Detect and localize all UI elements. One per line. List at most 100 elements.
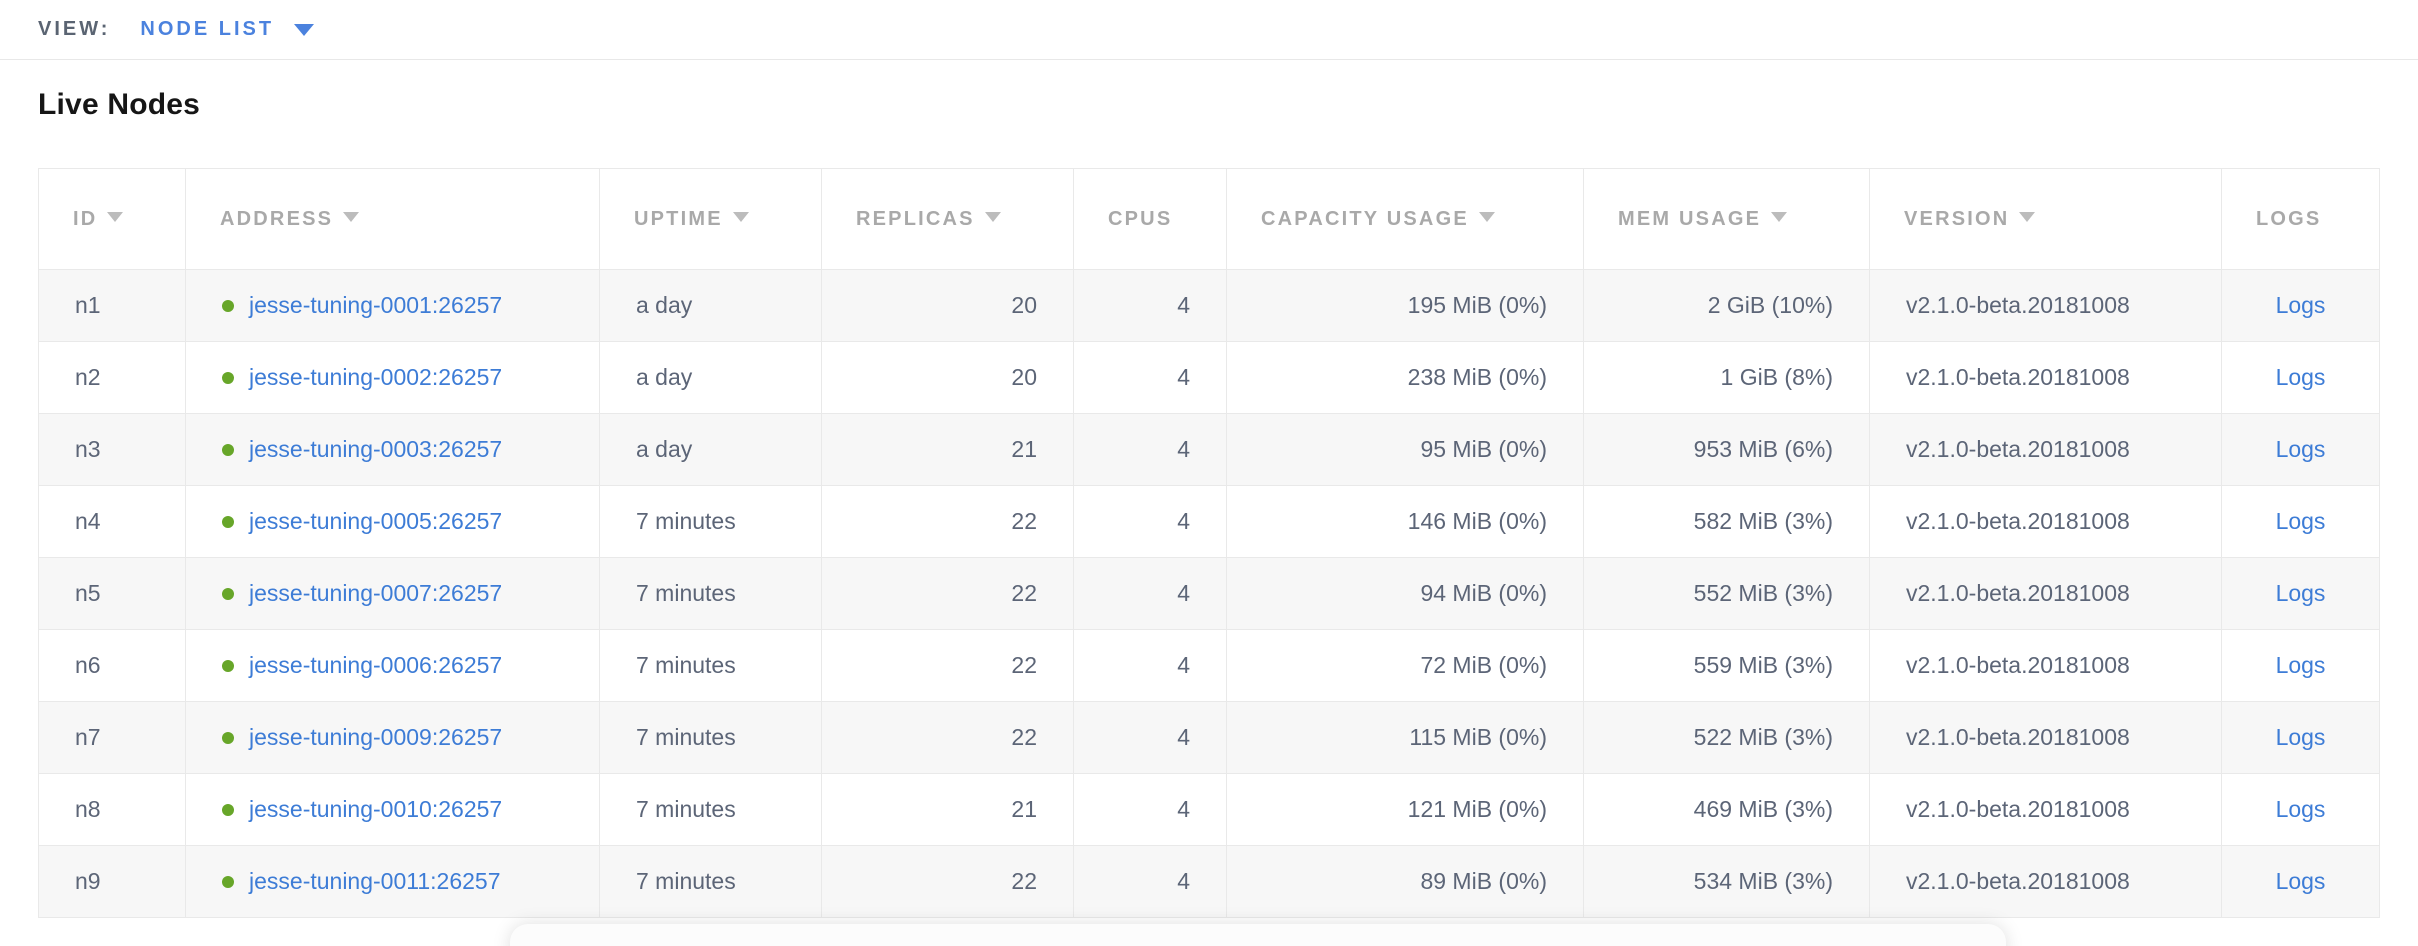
column-header-id[interactable]: ID (38, 168, 186, 270)
live-status-dot-icon (222, 371, 234, 384)
cell-replicas: 20 (821, 341, 1074, 414)
table-row: n6 jesse-tuning-0006:26257 7 minutes 22 4 72 … (38, 629, 2380, 702)
chevron-down-icon (294, 23, 315, 36)
cell-logs: Logs (2221, 701, 2380, 774)
node-address-link[interactable]: jesse-tuning-0009:26257 (249, 724, 503, 750)
cell-logs: Logs (2221, 485, 2380, 558)
sort-desc-icon (107, 212, 124, 223)
cell-version: v2.1.0-beta.20181008 (1869, 701, 2222, 774)
cell-cpus: 4 (1073, 773, 1227, 846)
cell-id: n9 (38, 845, 186, 918)
cell-mem_usage: 953 MiB (6%) (1583, 413, 1870, 486)
sort-desc-icon (2019, 212, 2036, 223)
cell-capacity_usage: 89 MiB (0%) (1226, 845, 1584, 918)
node-address-link[interactable]: jesse-tuning-0011:26257 (249, 868, 501, 894)
column-header-label: ADDRESS (220, 207, 334, 230)
live-status-dot-icon (222, 659, 234, 672)
live-nodes-table-container: ID ADDRESS UPTIME REPLICAS CPUS CAPACITY USAG… (38, 168, 2418, 918)
logs-link[interactable]: Logs (2275, 796, 2326, 822)
table-row: n1 jesse-tuning-0001:26257 a day 20 4 195 MiB… (38, 269, 2380, 342)
cell-replicas: 22 (821, 485, 1074, 558)
node-address-link[interactable]: jesse-tuning-0007:26257 (249, 580, 503, 606)
live-status-dot-icon (222, 443, 234, 456)
cell-address: jesse-tuning-0007:26257 (185, 557, 600, 630)
cell-address: jesse-tuning-0009:26257 (185, 701, 600, 774)
cell-logs: Logs (2221, 845, 2380, 918)
cell-cpus: 4 (1073, 845, 1227, 918)
cell-mem_usage: 1 GiB (8%) (1583, 341, 1870, 414)
cell-mem_usage: 582 MiB (3%) (1583, 485, 1870, 558)
logs-link[interactable]: Logs (2275, 364, 2326, 390)
column-header-label: VERSION (1904, 207, 2010, 230)
cell-uptime: 7 minutes (599, 701, 822, 774)
cell-id: n4 (38, 485, 186, 558)
table-row: n9 jesse-tuning-0011:26257 7 minutes 22 4 89 … (38, 845, 2380, 918)
column-header-version[interactable]: VERSION (1869, 168, 2222, 270)
logs-link[interactable]: Logs (2275, 292, 2326, 318)
cell-address: jesse-tuning-0005:26257 (185, 485, 600, 558)
cell-mem_usage: 2 GiB (10%) (1583, 269, 1870, 342)
cell-id: n8 (38, 773, 186, 846)
cell-replicas: 22 (821, 845, 1074, 918)
node-address-link[interactable]: jesse-tuning-0005:26257 (249, 508, 503, 534)
column-header-label: CPUS (1108, 207, 1173, 230)
node-address-link[interactable]: jesse-tuning-0002:26257 (249, 364, 503, 390)
cell-address: jesse-tuning-0002:26257 (185, 341, 600, 414)
logs-link[interactable]: Logs (2275, 436, 2326, 462)
cell-replicas: 22 (821, 557, 1074, 630)
cell-replicas: 22 (821, 701, 1074, 774)
cell-capacity_usage: 115 MiB (0%) (1226, 701, 1584, 774)
cell-cpus: 4 (1073, 629, 1227, 702)
logs-link[interactable]: Logs (2275, 508, 2326, 534)
cell-version: v2.1.0-beta.20181008 (1869, 557, 2222, 630)
node-address-link[interactable]: jesse-tuning-0001:26257 (249, 292, 503, 318)
logs-link[interactable]: Logs (2275, 652, 2326, 678)
cell-address: jesse-tuning-0006:26257 (185, 629, 600, 702)
column-header-uptime[interactable]: UPTIME (599, 168, 822, 270)
column-header-address[interactable]: ADDRESS (185, 168, 600, 270)
table-row: n5 jesse-tuning-0007:26257 7 minutes 22 4 94 … (38, 557, 2380, 630)
sort-desc-icon (732, 212, 749, 223)
view-bar: VIEW: NODE LIST (0, 0, 2418, 60)
table-row: n4 jesse-tuning-0005:26257 7 minutes 22 4 146… (38, 485, 2380, 558)
sort-desc-icon (343, 212, 360, 223)
cell-uptime: a day (599, 269, 822, 342)
cell-uptime: 7 minutes (599, 557, 822, 630)
view-dropdown[interactable]: NODE LIST (140, 18, 315, 41)
column-header-mem_usage[interactable]: MEM USAGE (1583, 168, 1870, 270)
next-section-card-edge (510, 924, 2006, 946)
cell-id: n1 (38, 269, 186, 342)
cell-capacity_usage: 238 MiB (0%) (1226, 341, 1584, 414)
node-address-link[interactable]: jesse-tuning-0010:26257 (249, 796, 503, 822)
cell-capacity_usage: 195 MiB (0%) (1226, 269, 1584, 342)
cell-mem_usage: 559 MiB (3%) (1583, 629, 1870, 702)
cell-cpus: 4 (1073, 485, 1227, 558)
cell-logs: Logs (2221, 629, 2380, 702)
table-body: n1 jesse-tuning-0001:26257 a day 20 4 195 MiB… (38, 269, 2380, 918)
column-header-capacity_usage[interactable]: CAPACITY USAGE (1226, 168, 1584, 270)
column-header-label: UPTIME (634, 207, 723, 230)
logs-link[interactable]: Logs (2275, 868, 2326, 894)
cell-mem_usage: 534 MiB (3%) (1583, 845, 1870, 918)
live-status-dot-icon (222, 587, 234, 600)
cell-mem_usage: 522 MiB (3%) (1583, 701, 1870, 774)
cell-logs: Logs (2221, 413, 2380, 486)
cell-uptime: 7 minutes (599, 485, 822, 558)
logs-link[interactable]: Logs (2275, 580, 2326, 606)
node-address-link[interactable]: jesse-tuning-0003:26257 (249, 436, 503, 462)
table-header: ID ADDRESS UPTIME REPLICAS CPUS CAPACITY USAG… (38, 168, 2380, 270)
node-address-link[interactable]: jesse-tuning-0006:26257 (249, 652, 503, 678)
live-status-dot-icon (222, 875, 234, 888)
cell-replicas: 22 (821, 629, 1074, 702)
logs-link[interactable]: Logs (2275, 724, 2326, 750)
cell-mem_usage: 469 MiB (3%) (1583, 773, 1870, 846)
cell-cpus: 4 (1073, 341, 1227, 414)
cell-version: v2.1.0-beta.20181008 (1869, 485, 2222, 558)
column-header-replicas[interactable]: REPLICAS (821, 168, 1074, 270)
column-header-label: CAPACITY USAGE (1261, 207, 1469, 230)
cell-uptime: 7 minutes (599, 629, 822, 702)
cell-id: n2 (38, 341, 186, 414)
page-title: Live Nodes (38, 88, 201, 121)
cell-version: v2.1.0-beta.20181008 (1869, 413, 2222, 486)
cell-address: jesse-tuning-0011:26257 (185, 845, 600, 918)
